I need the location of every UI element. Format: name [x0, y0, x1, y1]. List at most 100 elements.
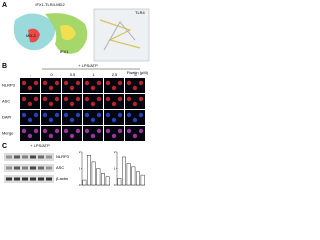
cell: [54, 80, 60, 86]
column-label: 2.5: [112, 72, 118, 77]
cell: [63, 80, 69, 86]
cell: [21, 80, 27, 86]
cell: [42, 112, 48, 118]
blot-band: [6, 166, 12, 170]
cell: [111, 117, 117, 123]
cell: [48, 101, 54, 107]
cell: [90, 117, 96, 123]
blot-band: [14, 155, 20, 159]
blot-strip: [4, 153, 54, 161]
row-label: Merge: [2, 131, 14, 136]
column-label: 1: [92, 72, 95, 77]
cell: [132, 101, 138, 107]
blot-band: [38, 166, 44, 170]
cell: [90, 133, 96, 139]
y-tick-label: 2: [114, 150, 116, 154]
cell: [21, 128, 27, 134]
cell: [96, 80, 102, 86]
treatment-label: + LPS/ATP: [78, 63, 98, 68]
bar: [136, 171, 140, 186]
blot-band: [6, 177, 12, 181]
micrograph: [62, 126, 82, 141]
cell: [27, 133, 33, 139]
micrograph: [20, 126, 40, 141]
cell: [117, 80, 123, 86]
cell: [54, 128, 60, 134]
cell: [126, 80, 132, 86]
cell: [138, 80, 144, 86]
treatment-label: + LPS/ATP: [30, 143, 50, 148]
cell: [90, 85, 96, 91]
row-label: DAPI: [2, 115, 11, 120]
cell: [75, 128, 81, 134]
cell: [33, 80, 39, 86]
cell: [42, 96, 48, 102]
bar: [101, 173, 105, 186]
panel-label: B: [2, 63, 7, 70]
panel-label: A: [2, 2, 7, 9]
column-label: 0: [50, 72, 53, 77]
micrograph: [125, 110, 145, 125]
row-label: ASC: [2, 99, 10, 104]
blot-band: [30, 166, 36, 170]
cell: [117, 96, 123, 102]
blot-band: [14, 166, 20, 170]
cell: [132, 117, 138, 123]
blot-band: [22, 166, 28, 170]
cell: [21, 112, 27, 118]
cell: [33, 128, 39, 134]
cell: [69, 133, 75, 139]
micrograph: [125, 94, 145, 109]
cell: [111, 133, 117, 139]
bar: [105, 176, 110, 186]
cell: [126, 128, 132, 134]
bar: [140, 174, 145, 186]
micrograph: [41, 110, 61, 125]
bar: [131, 166, 136, 186]
blot-band: [30, 155, 36, 159]
micrograph: [104, 126, 124, 141]
blot-label: NLRP3: [56, 154, 70, 159]
cell: [96, 112, 102, 118]
micrograph: [62, 110, 82, 125]
cell: [27, 85, 33, 91]
cell: [105, 128, 111, 134]
cell: [138, 96, 144, 102]
cell: [138, 112, 144, 118]
protein-structure: [13, 8, 150, 62]
bar: [82, 179, 87, 186]
structure-tag: IFX1: [60, 49, 69, 54]
blot-band: [22, 177, 28, 181]
bar: [87, 155, 91, 186]
micrograph: [41, 78, 61, 93]
column-label: 0.5: [70, 72, 76, 77]
blot-band: [46, 177, 52, 181]
y-tick-label: 1: [79, 166, 81, 170]
cell: [75, 80, 81, 86]
cell: [138, 128, 144, 134]
cell: [42, 128, 48, 134]
micrograph: [20, 110, 40, 125]
panel-title: IFX1-TLR4-MD2: [35, 2, 65, 7]
cell: [84, 128, 90, 134]
cell: [126, 96, 132, 102]
cell: [63, 112, 69, 118]
dose-label: Fisetin (μM): [127, 70, 149, 75]
column-label: 5: [134, 72, 137, 77]
cell: [105, 96, 111, 102]
cell: [105, 80, 111, 86]
cell: [84, 112, 90, 118]
micrograph: [83, 110, 103, 125]
bar: [91, 161, 96, 186]
cell: [132, 133, 138, 139]
cell: [33, 96, 39, 102]
micrograph: [62, 94, 82, 109]
cell: [21, 96, 27, 102]
cell: [69, 85, 75, 91]
blot-strip: [4, 164, 54, 172]
row-label: NLRP3: [2, 83, 16, 88]
cell: [111, 101, 117, 107]
micrograph: [83, 78, 103, 93]
micrograph: [104, 110, 124, 125]
blot-label: β-actin: [56, 176, 68, 181]
